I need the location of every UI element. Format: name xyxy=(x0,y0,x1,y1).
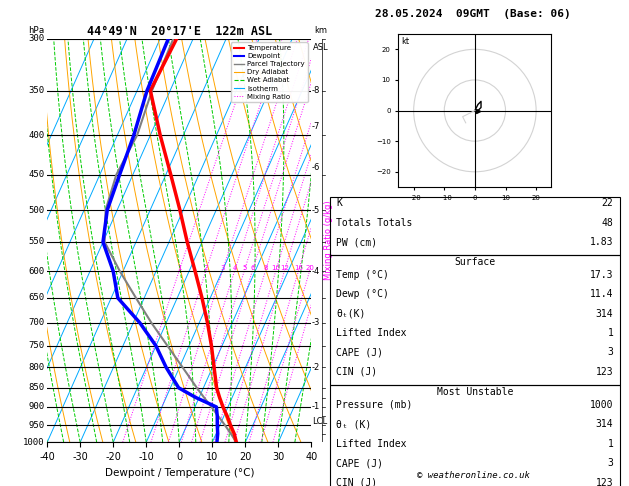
Text: 550: 550 xyxy=(28,238,45,246)
Legend: Temperature, Dewpoint, Parcel Trajectory, Dry Adiabat, Wet Adiabat, Isotherm, Mi: Temperature, Dewpoint, Parcel Trajectory… xyxy=(231,42,308,103)
Text: 350: 350 xyxy=(28,86,45,95)
Text: Lifted Index: Lifted Index xyxy=(337,439,407,449)
Text: 600: 600 xyxy=(28,267,45,276)
Text: 950: 950 xyxy=(28,420,45,430)
Text: 800: 800 xyxy=(28,363,45,372)
Text: 400: 400 xyxy=(28,131,45,140)
X-axis label: Dewpoint / Temperature (°C): Dewpoint / Temperature (°C) xyxy=(104,468,254,478)
Text: 1: 1 xyxy=(177,265,181,271)
Text: -5: -5 xyxy=(312,206,320,214)
Text: 22: 22 xyxy=(602,198,613,208)
Bar xyxy=(330,385,620,486)
Text: Surface: Surface xyxy=(454,257,496,267)
Text: 11.4: 11.4 xyxy=(590,289,613,299)
Text: -2: -2 xyxy=(312,363,320,372)
Text: 3: 3 xyxy=(608,458,613,469)
Text: K: K xyxy=(337,198,342,208)
Text: -7: -7 xyxy=(312,122,320,131)
Text: -4: -4 xyxy=(312,267,320,276)
Text: 650: 650 xyxy=(28,294,45,302)
Text: 700: 700 xyxy=(28,318,45,327)
Text: 900: 900 xyxy=(28,402,45,412)
Text: CIN (J): CIN (J) xyxy=(337,478,377,486)
Text: Dewp (°C): Dewp (°C) xyxy=(337,289,389,299)
Text: © weatheronline.co.uk: © weatheronline.co.uk xyxy=(417,471,530,480)
Bar xyxy=(330,255,620,385)
Text: 1: 1 xyxy=(608,328,613,338)
Text: km: km xyxy=(314,26,327,35)
Text: 6: 6 xyxy=(250,265,255,271)
Text: 450: 450 xyxy=(28,170,45,179)
Text: 4: 4 xyxy=(232,265,237,271)
Text: 1000: 1000 xyxy=(23,438,45,447)
Text: -6: -6 xyxy=(312,163,320,172)
Text: CIN (J): CIN (J) xyxy=(337,367,377,377)
Text: 48: 48 xyxy=(602,218,613,228)
Text: hPa: hPa xyxy=(28,26,45,35)
Text: -1: -1 xyxy=(312,402,320,412)
Text: Most Unstable: Most Unstable xyxy=(437,387,513,397)
Text: 10: 10 xyxy=(271,265,281,271)
Text: 2: 2 xyxy=(204,265,208,271)
Text: 750: 750 xyxy=(28,341,45,350)
Text: 28.05.2024  09GMT  (Base: 06): 28.05.2024 09GMT (Base: 06) xyxy=(376,9,571,19)
Text: 20: 20 xyxy=(305,265,314,271)
Text: 1: 1 xyxy=(608,439,613,449)
Text: θₜ (K): θₜ (K) xyxy=(337,419,372,430)
Text: 1000: 1000 xyxy=(590,400,613,410)
Text: 3: 3 xyxy=(608,347,613,358)
Text: 1.83: 1.83 xyxy=(590,237,613,247)
Text: 5: 5 xyxy=(242,265,247,271)
Text: θₜ(K): θₜ(K) xyxy=(337,309,365,319)
Text: 850: 850 xyxy=(28,383,45,392)
Bar xyxy=(330,197,620,255)
Text: ASL: ASL xyxy=(313,43,328,52)
Text: 17.3: 17.3 xyxy=(590,270,613,280)
Text: Mixing Ratio (g/kg): Mixing Ratio (g/kg) xyxy=(324,201,333,280)
Text: -3: -3 xyxy=(312,318,320,327)
Text: Lifted Index: Lifted Index xyxy=(337,328,407,338)
Text: 314: 314 xyxy=(596,419,613,430)
Text: 123: 123 xyxy=(596,478,613,486)
Text: 12: 12 xyxy=(280,265,289,271)
Title: 44°49'N  20°17'E  122m ASL: 44°49'N 20°17'E 122m ASL xyxy=(87,25,272,38)
Text: 3: 3 xyxy=(220,265,225,271)
Text: Temp (°C): Temp (°C) xyxy=(337,270,389,280)
Text: CAPE (J): CAPE (J) xyxy=(337,458,383,469)
Text: 8: 8 xyxy=(263,265,267,271)
Text: -8: -8 xyxy=(312,86,320,95)
Text: 300: 300 xyxy=(28,35,45,43)
Text: 314: 314 xyxy=(596,309,613,319)
Text: LCL: LCL xyxy=(312,417,327,426)
Text: 16: 16 xyxy=(294,265,303,271)
Text: kt: kt xyxy=(401,37,409,46)
Text: 500: 500 xyxy=(28,206,45,214)
Text: Pressure (mb): Pressure (mb) xyxy=(337,400,413,410)
Text: CAPE (J): CAPE (J) xyxy=(337,347,383,358)
Text: Totals Totals: Totals Totals xyxy=(337,218,413,228)
Text: 123: 123 xyxy=(596,367,613,377)
Text: PW (cm): PW (cm) xyxy=(337,237,377,247)
